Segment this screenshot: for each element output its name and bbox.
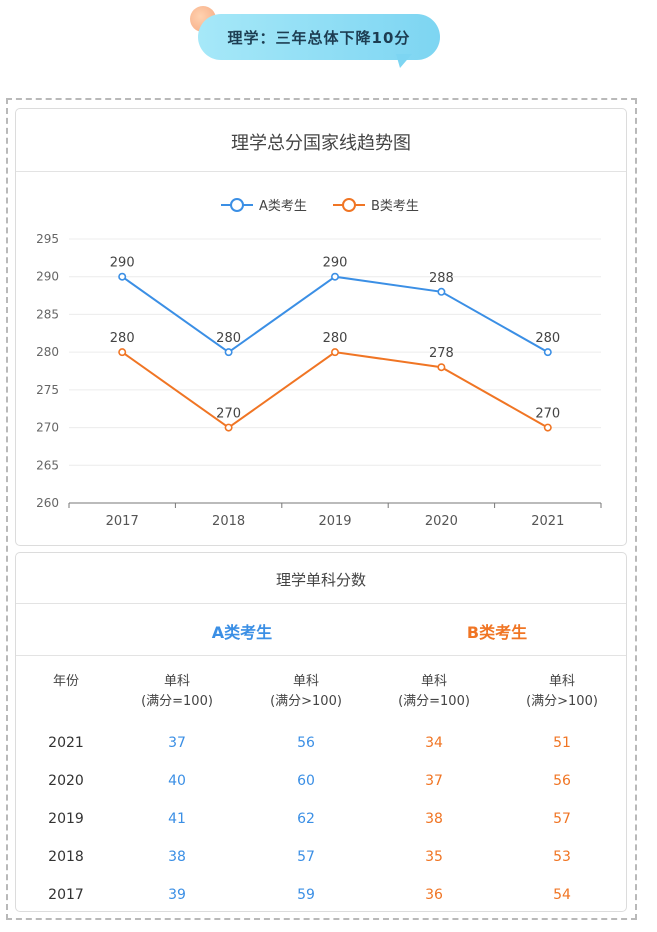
table-cell-year: 2021	[48, 735, 84, 751]
chart-card-title: 理学总分国家线趋势图	[231, 133, 411, 154]
table-cell-year: 2019	[48, 811, 84, 827]
data-point-1-2	[330, 348, 339, 357]
data-label-1-3: 278	[429, 346, 454, 361]
table-cell-a1: 39	[168, 887, 186, 903]
table-cell-a1: 38	[168, 849, 186, 865]
table-cell-b2: 57	[553, 811, 571, 827]
table-cell-b2: 53	[553, 849, 571, 865]
chart-card: 理学总分国家线趋势图 A类考生 B类考生 260 265 270 275 280 285 290…	[15, 108, 627, 546]
col-a-sub2-line1: 单科	[292, 674, 319, 689]
data-point-1-4	[543, 423, 552, 432]
table-cell-b1: 35	[425, 849, 443, 865]
table-cell-a1: 41	[168, 811, 186, 827]
table-card-separator-2	[16, 655, 626, 656]
table-cell-b1: 38	[425, 811, 443, 827]
table-cell-a1: 40	[168, 773, 186, 789]
data-point-0-3	[437, 287, 446, 296]
table-cell-b1: 34	[425, 735, 443, 751]
y-tick-label-6: 290	[36, 270, 59, 284]
legend-label-1: B类考生	[371, 199, 419, 214]
table-cell-b1: 36	[425, 887, 443, 903]
y-tick-label-4: 280	[36, 345, 59, 359]
data-label-0-3: 288	[429, 271, 454, 286]
col-b-sub1-line1: 单科	[420, 674, 447, 689]
y-tick-label-5: 285	[36, 307, 59, 321]
data-label-0-1: 280	[216, 331, 241, 346]
data-label-1-1: 270	[216, 407, 241, 422]
line-chart: A类考生 B类考生 260 265 270 275 280 285 290 295 2017 2018…	[36, 198, 602, 529]
data-label-1-0: 280	[110, 331, 135, 346]
table-cell-a1: 37	[168, 735, 186, 751]
col-b-sub2-line2: (满分>100)	[526, 694, 598, 709]
col-a-sub1-line1: 单科	[163, 674, 190, 689]
legend-label-0: A类考生	[259, 199, 307, 214]
table-cell-year: 2017	[48, 887, 84, 903]
table-cell-b1: 37	[425, 773, 443, 789]
table-cell-a2: 56	[297, 735, 315, 751]
col-a-sub1-line2: (满分=100)	[141, 694, 213, 709]
x-tick-label-4: 2021	[531, 514, 564, 529]
group-a-header: A类考生	[211, 623, 273, 642]
group-b-header: B类考生	[466, 623, 528, 642]
col-a-sub2-line2: (满分>100)	[270, 694, 342, 709]
x-tick-label-3: 2020	[425, 514, 458, 529]
table-cell-b2: 54	[553, 887, 571, 903]
table-cell-year: 2018	[48, 849, 84, 865]
col-year-header: 年份	[52, 674, 79, 689]
table-cell-year: 2020	[48, 773, 84, 789]
data-label-1-2: 280	[323, 331, 348, 346]
table-cell-a2: 57	[297, 849, 315, 865]
chart-card-separator	[16, 171, 626, 172]
table-card-title: 理学单科分数	[275, 571, 366, 589]
data-label-0-0: 290	[110, 256, 135, 271]
legend-marker-1	[342, 198, 356, 212]
x-tick-label-2: 2019	[318, 514, 351, 529]
legend-marker-0	[230, 198, 244, 212]
data-point-1-3	[437, 363, 446, 372]
table-cell-a2: 60	[297, 773, 315, 789]
col-b-sub1-line2: (满分=100)	[398, 694, 470, 709]
y-tick-label-1: 265	[36, 458, 59, 472]
data-point-0-0	[118, 272, 127, 281]
table-card: 理学单科分数 A类考生 B类考生 年份 单科 (满分=100) 单科 (满分>1…	[15, 552, 627, 912]
table-cell-a2: 59	[297, 887, 315, 903]
bubble-tail	[396, 54, 412, 68]
data-point-0-1	[224, 348, 233, 357]
col-b-sub2-line1: 单科	[548, 674, 575, 689]
table-cell-b2: 56	[553, 773, 571, 789]
y-tick-label-3: 275	[36, 383, 59, 397]
x-tick-label-0: 2017	[106, 514, 139, 529]
table-cell-b2: 51	[553, 735, 571, 751]
x-tick-label-1: 2018	[212, 514, 245, 529]
data-point-1-0	[118, 348, 127, 357]
data-label-0-4: 280	[535, 331, 560, 346]
y-tick-label-2: 270	[36, 421, 59, 435]
bubble-title: 理学：三年总体下降10分	[198, 14, 440, 60]
data-label-1-4: 270	[535, 407, 560, 422]
header-bubble: 理学：三年总体下降10分	[190, 6, 450, 72]
table-cell-a2: 62	[297, 811, 315, 827]
dashed-frame	[6, 98, 637, 920]
data-label-0-2: 290	[323, 256, 348, 271]
y-tick-label-7: 295	[36, 232, 59, 246]
data-point-0-2	[330, 272, 339, 281]
table-card-separator-1	[16, 603, 626, 604]
data-point-1-1	[224, 423, 233, 432]
data-point-0-4	[543, 348, 552, 357]
y-tick-label-0: 260	[36, 496, 59, 510]
